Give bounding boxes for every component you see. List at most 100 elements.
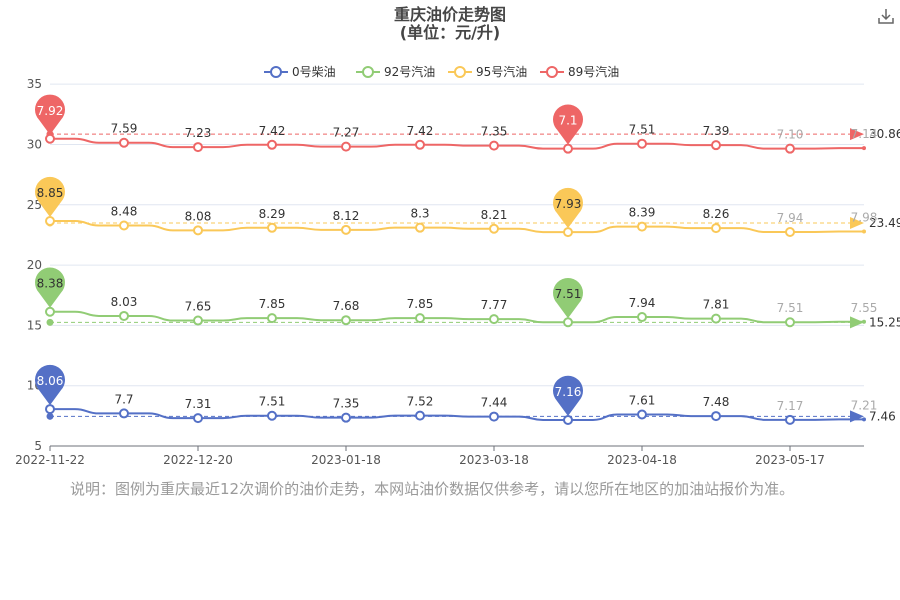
max-pin-label: 8.06 — [37, 374, 64, 388]
data-point — [637, 221, 647, 232]
data-label: 7.55 — [851, 301, 878, 315]
legend-label: 95号汽油 — [476, 64, 527, 79]
data-point — [489, 223, 499, 234]
min-pin-label: 7.16 — [555, 385, 582, 399]
data-point — [415, 313, 425, 324]
data-label: 7.42 — [259, 124, 286, 138]
data-point — [45, 404, 55, 415]
data-label: 7.31 — [185, 397, 212, 411]
data-point — [785, 227, 795, 238]
data-label: 7.7 — [114, 392, 133, 406]
series-line — [50, 220, 864, 234]
data-point — [785, 414, 795, 425]
min-pin-label: 7.1 — [558, 114, 577, 128]
data-point — [341, 224, 351, 235]
data-point — [193, 315, 203, 326]
series-line — [50, 137, 864, 150]
data-label: 7.68 — [333, 299, 360, 313]
data-point — [267, 410, 277, 421]
data-label: 7.61 — [629, 394, 656, 408]
min-pin-label: 7.51 — [555, 287, 582, 301]
data-point — [119, 408, 129, 419]
series-0: 7.46 7.7 7.31 7.51 7.35 7.52 7.44 7.61 7.48 7.17 7… — [35, 364, 896, 425]
download-icon[interactable] — [876, 6, 896, 26]
chart-note: 说明：图例为重庆最近12次调价的油价走势，本网站油价数据仅供参考，请以您所在地区… — [70, 480, 795, 498]
data-point — [711, 140, 721, 151]
data-label: 7.44 — [481, 396, 508, 410]
data-label: 7.85 — [407, 297, 434, 311]
data-label: 7.65 — [185, 300, 212, 314]
min-pin — [553, 375, 583, 416]
x-tick-label: 2023-05-17 — [755, 453, 825, 467]
data-label: 7.35 — [481, 125, 508, 139]
x-tick-label: 2023-04-18 — [607, 453, 677, 467]
data-label: 7.14 — [851, 127, 878, 141]
data-label: 7.23 — [185, 126, 212, 140]
average-label: 7.46 — [869, 409, 896, 423]
series-line — [50, 408, 864, 421]
data-point — [862, 417, 866, 422]
max-pin — [35, 94, 65, 135]
average-label: 23.49 — [869, 216, 900, 230]
data-label: 7.35 — [333, 397, 360, 411]
data-point — [45, 306, 55, 317]
data-label: 7.52 — [407, 395, 434, 409]
data-label: 8.39 — [629, 206, 656, 220]
x-tick-label: 2022-11-22 — [15, 453, 85, 467]
data-label: 7.51 — [629, 123, 656, 137]
average-arrow — [850, 216, 864, 229]
data-point — [341, 412, 351, 423]
data-label: 7.94 — [777, 211, 804, 225]
data-point — [489, 314, 499, 325]
data-label: 7.10 — [777, 128, 804, 142]
data-point — [45, 216, 55, 227]
chart-title: 重庆油价走势图 — [394, 5, 506, 24]
data-label: 8.21 — [481, 208, 508, 222]
y-tick-label: 20 — [27, 258, 42, 272]
data-label: 7.51 — [259, 395, 286, 409]
data-label: 7.81 — [703, 298, 730, 312]
data-label: 7.17 — [777, 399, 804, 413]
data-point — [785, 143, 795, 154]
x-tick-label: 2022-12-20 — [163, 453, 233, 467]
data-point — [415, 222, 425, 233]
legend-label: 92号汽油 — [384, 64, 435, 79]
data-point — [193, 413, 203, 424]
data-point — [862, 319, 866, 324]
data-label: 7.21 — [851, 398, 878, 412]
data-label: 7.94 — [629, 296, 656, 310]
data-point — [119, 310, 129, 321]
data-point — [489, 140, 499, 151]
data-label: 8.3 — [410, 207, 429, 221]
data-point — [45, 133, 55, 144]
data-point — [193, 142, 203, 153]
legend-label: 0号柴油 — [292, 65, 336, 79]
data-label: 7.27 — [333, 126, 360, 140]
legend-marker — [454, 66, 466, 78]
y-tick-label: 5 — [34, 439, 42, 453]
min-pin — [553, 278, 583, 319]
data-point — [489, 411, 499, 422]
y-tick-label: 30 — [27, 137, 42, 151]
y-tick-label: 15 — [27, 318, 42, 332]
data-label: 8.03 — [111, 295, 138, 309]
data-point — [119, 220, 129, 231]
series-2: 23.49 8.48 8.08 8.29 8.12 8.3 8.21 8.39 8.26 7.94… — [35, 176, 900, 238]
data-point — [563, 317, 573, 328]
data-point — [267, 222, 277, 233]
data-label: 7.85 — [259, 297, 286, 311]
data-point — [862, 229, 866, 234]
data-label: 7.59 — [111, 122, 138, 136]
chart-subtitle: (单位：元/升) — [400, 23, 500, 42]
x-tick-label: 2023-03-18 — [459, 453, 529, 467]
data-point — [267, 139, 277, 150]
data-point — [637, 312, 647, 323]
data-label: 7.51 — [777, 301, 804, 315]
data-label: 7.48 — [703, 395, 730, 409]
data-label: 8.48 — [111, 204, 138, 218]
data-label: 8.26 — [703, 207, 730, 221]
legend-label: 89号汽油 — [568, 64, 619, 79]
data-point — [711, 411, 721, 422]
max-pin-label: 8.85 — [37, 186, 64, 200]
